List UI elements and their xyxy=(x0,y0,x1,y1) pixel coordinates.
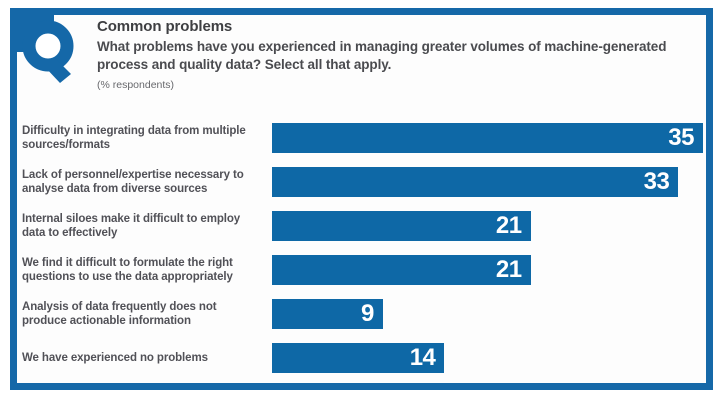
bar-track: 33 xyxy=(272,167,703,197)
bar-track: 21 xyxy=(272,211,703,241)
bar-track: 9 xyxy=(272,299,703,329)
chart-row: Analysis of data frequently does not pro… xyxy=(22,299,706,329)
chart-row: We find it difficult to formulate the ri… xyxy=(22,255,706,285)
bar-value-label: 21 xyxy=(495,256,522,283)
chart-row: Lack of personnel/expertise necessary to… xyxy=(22,167,706,197)
category-label: Lack of personnel/expertise necessary to… xyxy=(22,169,244,195)
chart-title: Common problems xyxy=(97,18,233,35)
bar: 14 xyxy=(272,343,445,373)
unit-note: (% respondents) xyxy=(97,79,175,91)
bar-value-label: 21 xyxy=(495,212,522,239)
bar-value-label: 35 xyxy=(668,124,694,151)
bar: 21 xyxy=(272,255,531,285)
bar: 21 xyxy=(272,211,531,241)
bar: 35 xyxy=(272,123,703,153)
bar-value-label: 9 xyxy=(360,300,374,327)
category-label: Difficulty in integrating data from mult… xyxy=(22,125,246,151)
q-badge-icon xyxy=(10,8,74,83)
bar: 33 xyxy=(272,167,679,197)
bar-track: 14 xyxy=(272,343,703,373)
category-label: We have experienced no problems xyxy=(22,352,208,364)
chart-question: What problems have you experienced in ma… xyxy=(97,39,667,72)
chart-rows: Difficulty in integrating data from mult… xyxy=(22,123,706,373)
chart-row: Difficulty in integrating data from mult… xyxy=(22,123,706,153)
chart-frame: Common problems What problems have you e… xyxy=(10,8,713,390)
bar-value-label: 14 xyxy=(409,344,436,371)
category-label: Internal siloes make it difficult to emp… xyxy=(22,213,241,239)
category-label: We find it difficult to formulate the ri… xyxy=(22,257,233,283)
chart-row: We have experienced no problems 14 xyxy=(22,343,706,373)
bar-value-label: 33 xyxy=(643,168,670,195)
bar-track: 21 xyxy=(272,255,703,285)
category-label: Analysis of data frequently does not pro… xyxy=(22,301,217,327)
bar: 9 xyxy=(272,299,383,329)
chart-header: Common problems What problems have you e… xyxy=(97,18,697,91)
bar-track: 35 xyxy=(272,123,703,153)
chart-row: Internal siloes make it difficult to emp… xyxy=(22,211,706,241)
